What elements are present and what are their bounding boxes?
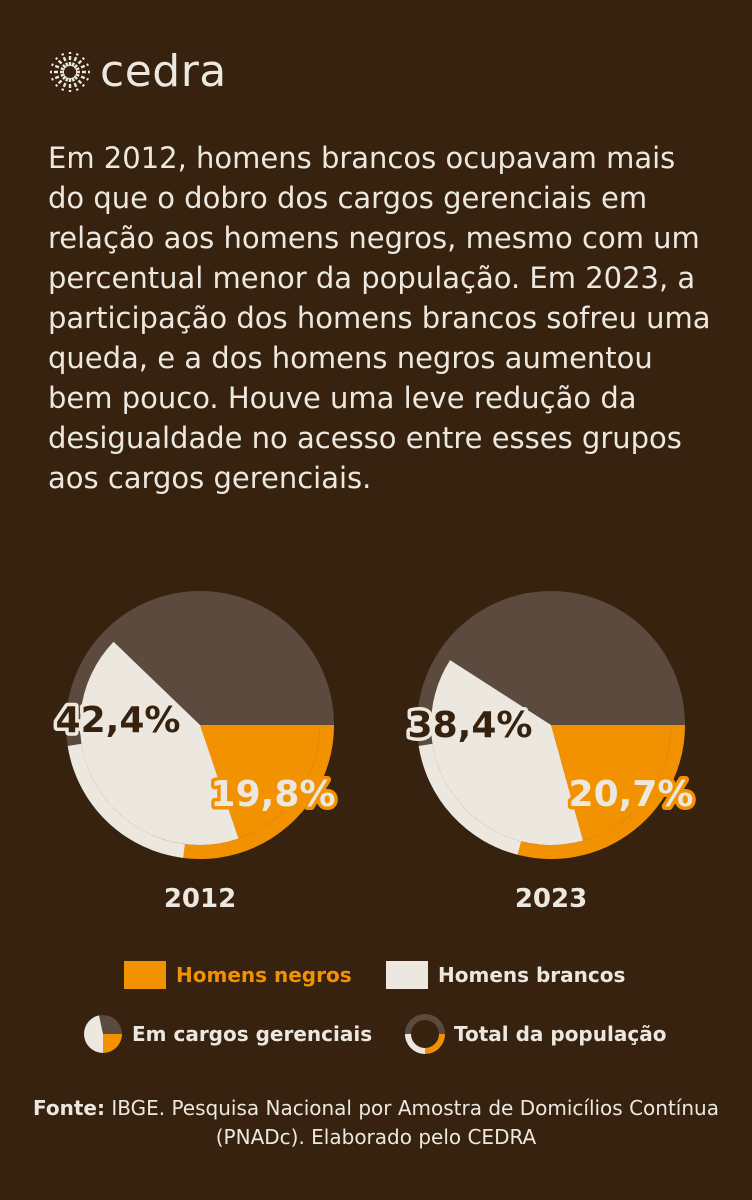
outer-arc-negros-1	[517, 724, 685, 859]
inner-slice-brancos-1	[431, 660, 584, 846]
inner-slice-brancos-0	[79, 641, 239, 845]
label-brancos-1: 38,4%	[408, 705, 533, 746]
outer-arc-brancos-1	[418, 742, 524, 855]
legend-item-populacao: Total da população	[404, 1013, 666, 1055]
legend-label-negros: Homens negros	[176, 963, 352, 987]
negros-swatch	[124, 961, 166, 989]
charts-area: 42,4% 19,8% 38,4% 20,7%	[0, 570, 752, 930]
legend-item-gerenciais: Em cargos gerenciais	[82, 1013, 372, 1055]
outer-arc-brancos-0	[67, 742, 187, 858]
source-note: Fonte: IBGE. Pesquisa Nacional por Amost…	[0, 1094, 752, 1152]
legend-label-populacao: Total da população	[454, 1022, 667, 1046]
legend-item-brancos: Homens brancos	[386, 961, 625, 989]
inner-slice-negros-1	[551, 725, 672, 841]
donut-charts: 42,4% 19,8% 38,4% 20,7%	[52, 591, 697, 859]
inner-slice-negros-0	[200, 725, 320, 839]
brancos-swatch	[386, 961, 428, 989]
label-brancos-0: 42,4%	[56, 700, 181, 741]
ring-icon	[405, 1014, 445, 1054]
legend-item-negros: Homens negros	[124, 961, 352, 989]
source-label: Fonte:	[33, 1096, 105, 1120]
year-label-2023: 2023	[514, 884, 588, 914]
legend-label-gerenciais: Em cargos gerenciais	[132, 1022, 373, 1046]
label-negros-1: 20,7%	[569, 774, 694, 815]
pie-icon	[83, 1015, 122, 1053]
legend-label-brancos: Homens brancos	[438, 963, 626, 987]
brand-logo: cedra	[48, 44, 227, 100]
brand-name: cedra	[100, 46, 227, 97]
year-label-2012: 2012	[163, 884, 237, 914]
outer-arc-negros-0	[183, 724, 334, 859]
source-text: IBGE. Pesquisa Nacional por Amostra de D…	[104, 1096, 719, 1149]
intro-paragraph: Em 2012, homens brancos ocupavam mais do…	[48, 141, 711, 495]
sun-burst-icon	[50, 52, 90, 92]
label-negros-0: 19,8%	[211, 774, 336, 815]
